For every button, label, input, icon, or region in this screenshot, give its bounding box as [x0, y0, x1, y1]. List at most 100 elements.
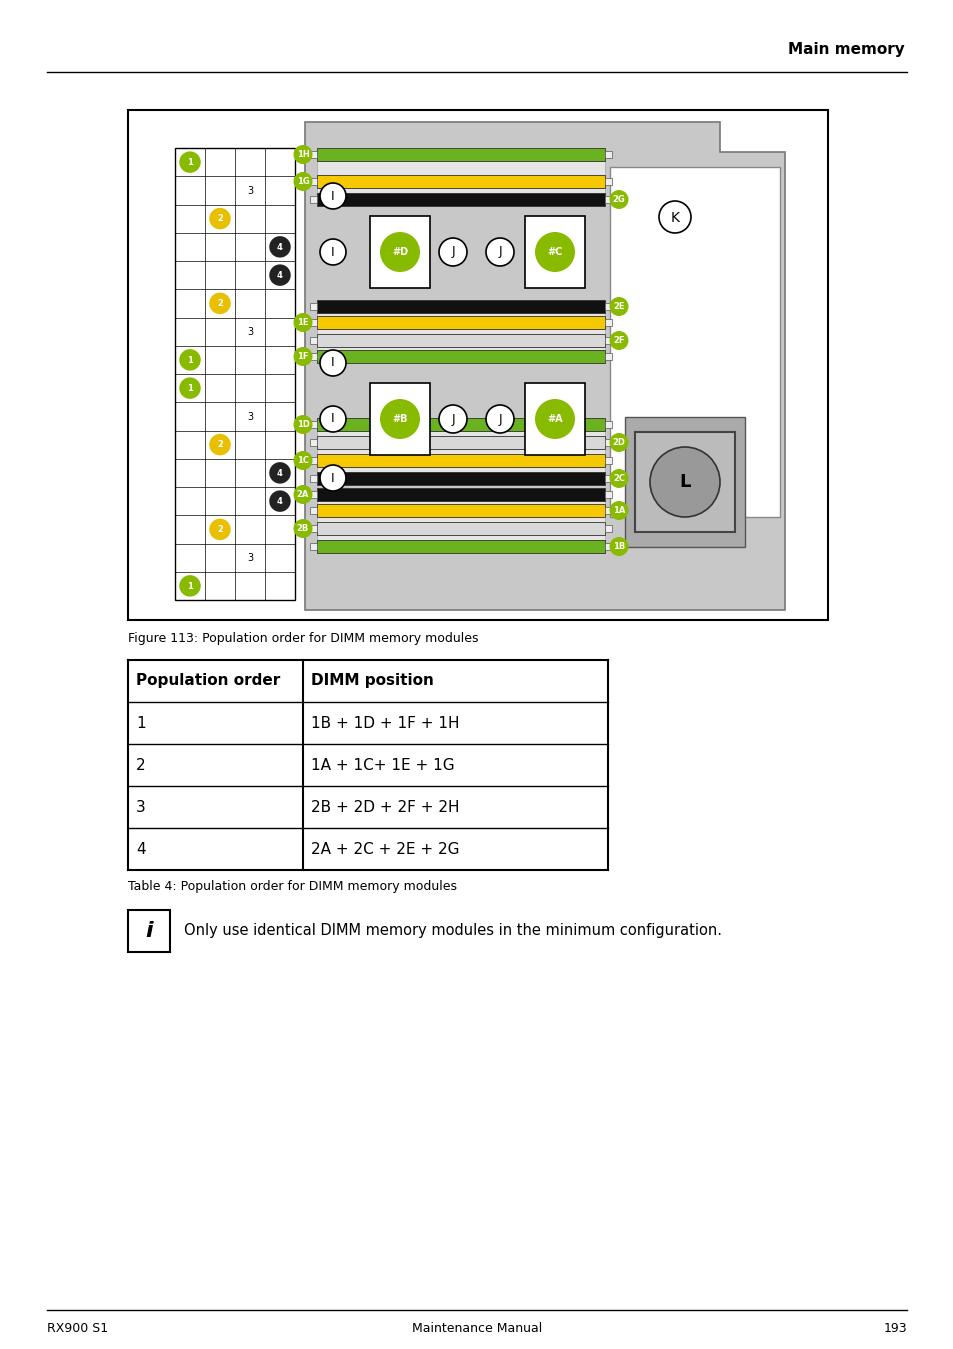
Bar [310, 318, 316, 326]
Text: #A: #A [547, 414, 562, 424]
Text: 1F: 1F [297, 352, 309, 362]
Text: J: J [451, 413, 455, 425]
Text: Figure 113: Population order for DIMM memory modules: Figure 113: Population order for DIMM me… [128, 631, 478, 645]
Text: 3: 3 [247, 411, 253, 422]
Bar [604, 337, 612, 344]
Text: 2B + 2D + 2F + 2H: 2B + 2D + 2F + 2H [311, 800, 459, 815]
Bar [128, 911, 170, 952]
Text: 1E: 1E [297, 318, 309, 328]
Text: 1: 1 [187, 384, 193, 393]
Circle shape [209, 518, 231, 540]
Bar [524, 383, 584, 455]
Text: Maintenance Manual: Maintenance Manual [412, 1322, 541, 1336]
Text: J: J [497, 246, 501, 259]
Bar [316, 161, 604, 175]
Circle shape [609, 500, 628, 519]
Circle shape [269, 463, 291, 483]
Circle shape [179, 349, 200, 371]
Circle shape [179, 575, 200, 596]
Bar [316, 335, 604, 347]
Text: 3: 3 [247, 553, 253, 563]
Text: #C: #C [547, 247, 562, 258]
Bar [316, 162, 604, 173]
Bar [310, 178, 316, 185]
Text: J: J [497, 413, 501, 425]
Bar [604, 525, 612, 532]
Bar [316, 517, 604, 522]
Text: I: I [331, 472, 335, 484]
Text: 1H: 1H [296, 150, 309, 159]
Bar [604, 542, 612, 550]
Text: J: J [451, 246, 455, 259]
Circle shape [609, 331, 628, 349]
Text: 1C: 1C [296, 456, 309, 465]
Bar [316, 467, 604, 472]
Text: 2B: 2B [296, 525, 309, 533]
Circle shape [179, 151, 200, 173]
Circle shape [319, 183, 346, 209]
Bar [604, 151, 612, 158]
Bar [310, 457, 316, 464]
Bar [310, 438, 316, 447]
Bar [316, 540, 604, 553]
Circle shape [649, 447, 720, 517]
Polygon shape [305, 121, 784, 610]
Circle shape [294, 486, 313, 505]
Text: 3: 3 [136, 800, 146, 815]
Circle shape [179, 378, 200, 399]
Text: I: I [331, 356, 335, 370]
Bar [310, 525, 316, 532]
Text: K: K [670, 210, 679, 224]
Circle shape [319, 406, 346, 432]
Circle shape [319, 349, 346, 376]
Text: 1B + 1D + 1F + 1H: 1B + 1D + 1F + 1H [311, 715, 459, 731]
Text: 2: 2 [217, 299, 223, 308]
Text: 2: 2 [217, 214, 223, 224]
Bar [370, 383, 430, 455]
Circle shape [269, 491, 291, 511]
Bar [604, 457, 612, 464]
Circle shape [294, 144, 313, 165]
Bar [310, 475, 316, 482]
Circle shape [209, 208, 231, 229]
Bar [316, 313, 604, 316]
Bar [316, 347, 604, 349]
Circle shape [609, 537, 628, 556]
Bar [316, 522, 604, 536]
Bar [604, 196, 612, 204]
Circle shape [269, 236, 291, 258]
Text: #B: #B [392, 414, 407, 424]
Bar [310, 304, 316, 310]
Text: 193: 193 [882, 1322, 906, 1336]
Bar [316, 329, 604, 335]
Text: 1: 1 [136, 715, 146, 731]
Bar [316, 430, 604, 436]
Bar [316, 536, 604, 540]
Circle shape [379, 399, 419, 438]
Text: 1: 1 [187, 158, 193, 167]
Circle shape [438, 237, 467, 266]
Bar [316, 455, 604, 467]
Text: DIMM position: DIMM position [311, 673, 434, 688]
Bar [128, 111, 827, 621]
Circle shape [535, 232, 575, 272]
Circle shape [294, 347, 313, 366]
Text: Population order: Population order [136, 673, 280, 688]
Text: L: L [679, 473, 690, 491]
Text: 4: 4 [276, 496, 283, 506]
Text: 1A + 1C+ 1E + 1G: 1A + 1C+ 1E + 1G [311, 758, 455, 773]
Bar [174, 148, 294, 600]
Bar [316, 175, 604, 188]
Circle shape [294, 313, 313, 332]
Text: 1D: 1D [296, 421, 309, 429]
Text: 1: 1 [187, 581, 193, 591]
Text: Only use identical DIMM memory modules in the minimum configuration.: Only use identical DIMM memory modules i… [184, 924, 721, 939]
Bar [635, 432, 734, 532]
Text: 2F: 2F [613, 336, 624, 345]
Bar [310, 353, 316, 360]
Bar [604, 178, 612, 185]
Bar [604, 507, 612, 514]
Circle shape [269, 264, 291, 286]
Bar [310, 542, 316, 550]
Bar [316, 472, 604, 486]
